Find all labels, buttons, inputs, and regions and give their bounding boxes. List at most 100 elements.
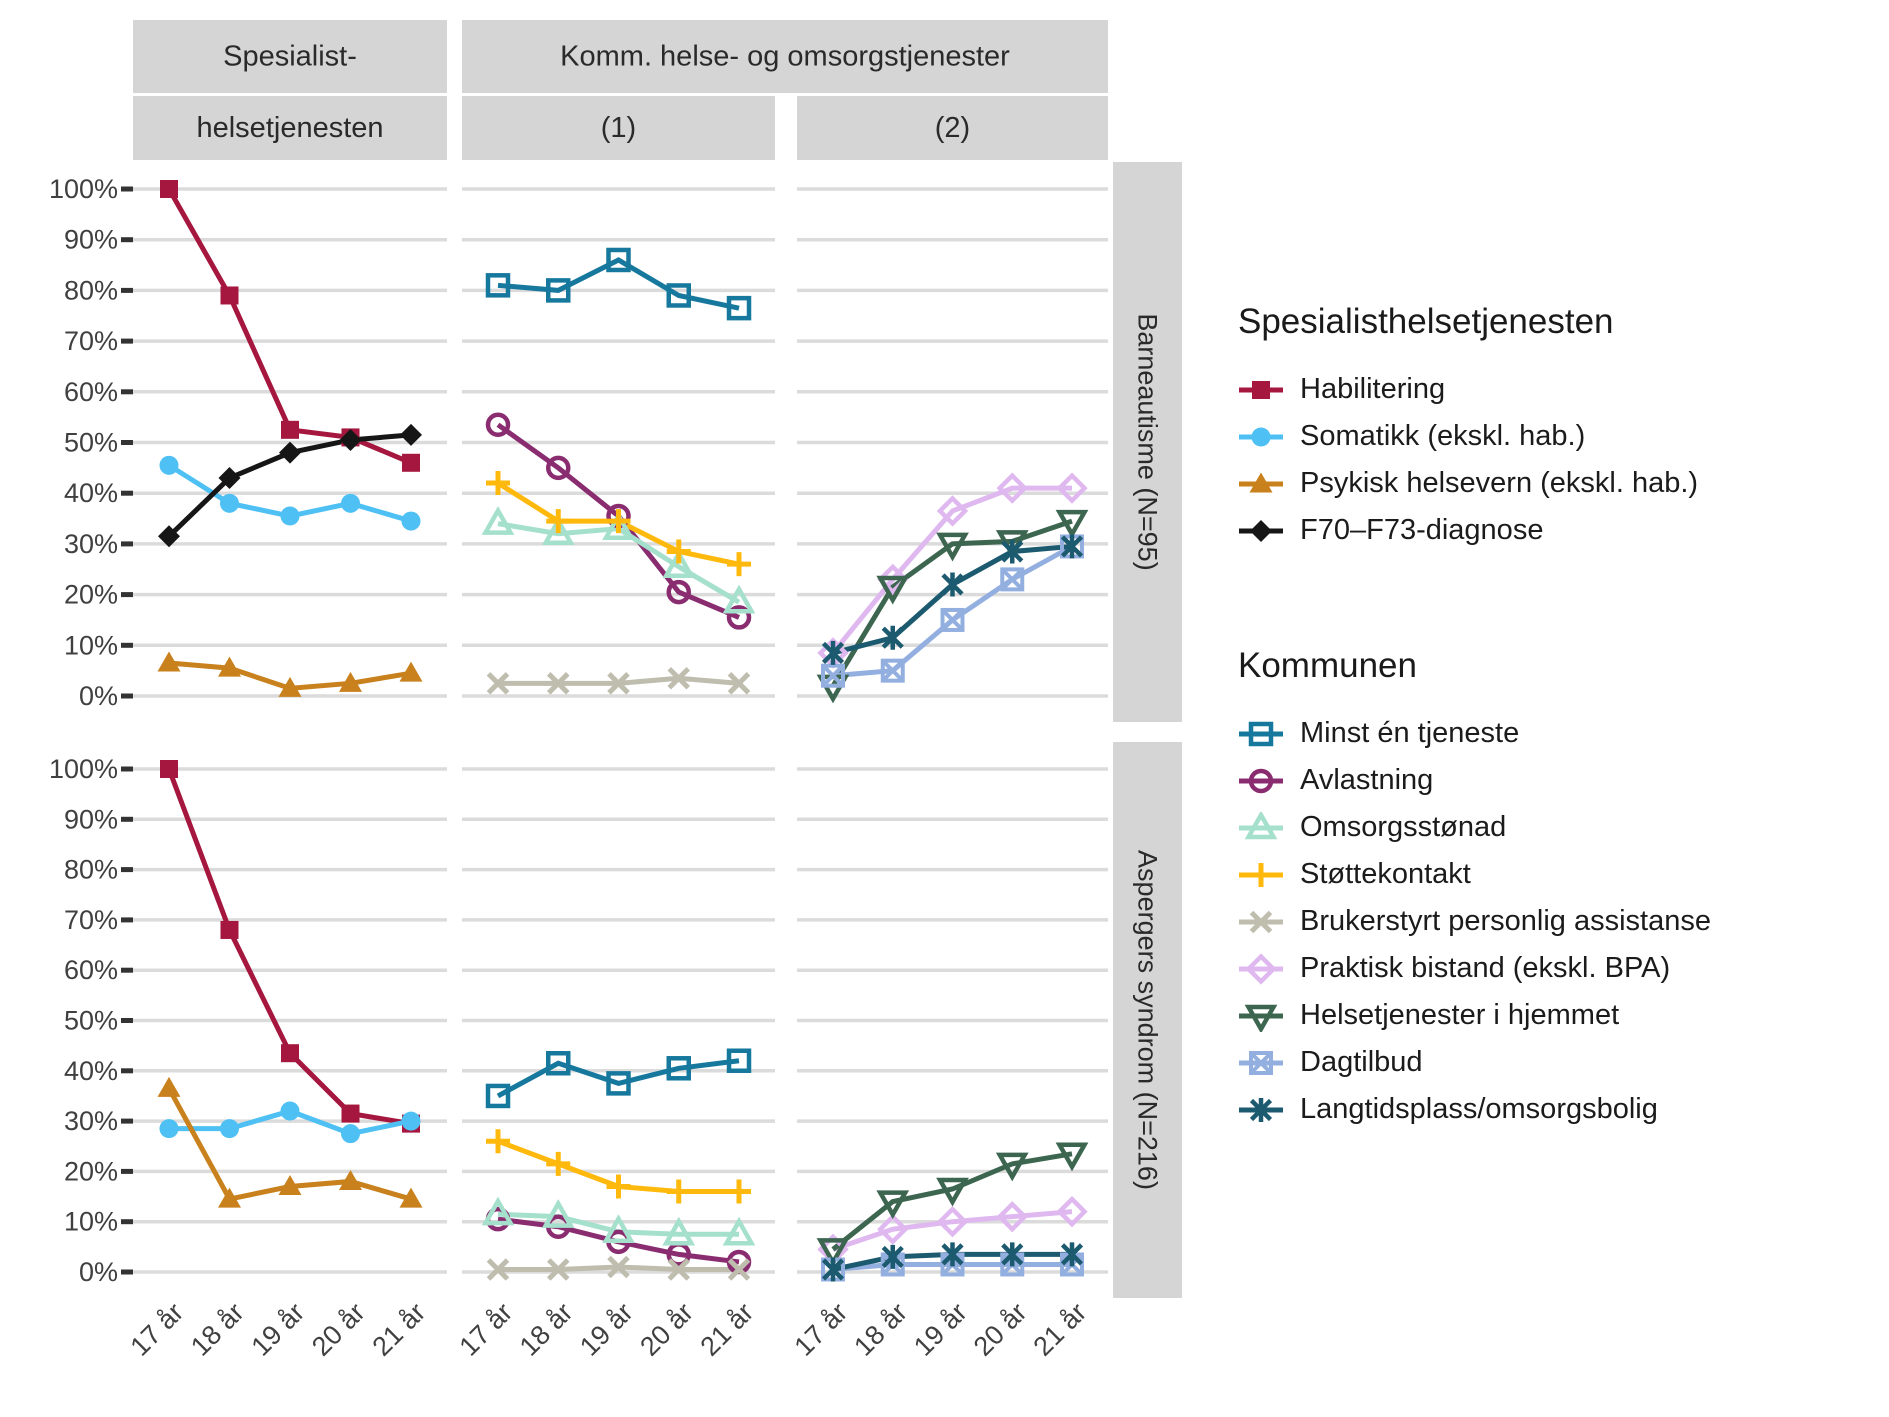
y-axis: 0% 10% 20% 30% 40% 50% 60% 70% 80% 90% 100% 0% 10% 20… [49, 174, 133, 1287]
legend-key-marker [1249, 472, 1273, 492]
legend-item-bpa: Brukerstyrt personlig assistanse [1238, 898, 1888, 945]
series-point-f70-barneautisme [400, 423, 422, 446]
series-point-bpa-aspergers [727, 1258, 751, 1281]
legend-item-omsorg: Omsorgsstønad [1238, 804, 1888, 851]
series-point-hjemme-barneautisme [876, 575, 910, 605]
circle-open-marker-icon [1239, 768, 1283, 793]
series-point-minst-barneautisme [546, 278, 571, 303]
facet-header-komm2: (2) [935, 112, 970, 144]
series-point-bpa-aspergers [667, 1258, 691, 1281]
series-point-avlastning-barneautisme [726, 605, 752, 630]
legend-item-label: Minst én tjeneste [1300, 717, 1520, 749]
facet-strip-row-aspergers [1113, 742, 1182, 1298]
series-point-psykisk-aspergers [399, 1187, 423, 1208]
x-tick-label: 18 år [185, 1297, 250, 1362]
series-markers [157, 180, 1089, 1282]
y-tick-label: 10% [64, 1207, 118, 1237]
series-point-f70-barneautisme [158, 525, 180, 548]
diamond-open-marker-icon [1239, 952, 1283, 985]
series-point-habilitering-barneautisme [281, 420, 299, 439]
series-point-omsorg-barneautisme [541, 516, 575, 546]
series-point-stotte-barneautisme [546, 509, 571, 534]
series-point-minst-aspergers [606, 1071, 631, 1096]
legend-item-label: Psykisk helsevern (ekskl. hab.) [1300, 467, 1699, 499]
asterisk-marker-icon [1239, 1097, 1283, 1122]
series-point-minst-barneautisme [606, 247, 631, 273]
series-point-bpa-barneautisme [607, 672, 630, 695]
series-line-langtid-barneautisme [832, 543, 1073, 656]
series-point-langtid-barneautisme [821, 640, 845, 665]
legend-key-marker [1248, 768, 1274, 793]
series-point-minst-aspergers [666, 1056, 691, 1081]
series-point-langtid-aspergers [881, 1244, 904, 1269]
series-point-somatikk-aspergers [401, 1111, 421, 1131]
x-tick-label: 18 år [848, 1297, 913, 1362]
legend-key-marker [1244, 811, 1278, 839]
series-point-omsorg-barneautisme [481, 506, 515, 535]
circle-marker-icon [1239, 427, 1283, 446]
series-point-somatikk-barneautisme [280, 506, 300, 526]
y-tick-label: 20% [64, 580, 118, 610]
series-point-bpa-aspergers [486, 1258, 510, 1281]
series-point-bpa-barneautisme [667, 666, 691, 690]
legend-item-list: Minst én tjeneste Avlastning Omsorgsstønad… [1238, 710, 1888, 1133]
facet-strips: Spesialist-helsetjenesten Komm. helse- og… [133, 20, 1182, 1298]
series-point-langtid-barneautisme [1060, 534, 1084, 559]
legend-item-list: Habilitering Somatikk (ekskl. hab.) Psykis… [1238, 366, 1888, 554]
legend-item-praktisk: Praktisk bistand (ekskl. BPA) [1238, 945, 1888, 992]
legend-item-label: Dagtilbud [1300, 1046, 1423, 1078]
series-point-somatikk-aspergers [159, 1119, 179, 1139]
facet-strip-komm1 [462, 96, 775, 160]
series-point-langtid-aspergers [821, 1257, 845, 1282]
series-point-praktisk-barneautisme [1056, 472, 1088, 504]
x-tick-label: 21 år [367, 1297, 432, 1362]
legend-group-title: Spesialisthelsetjenesten [1238, 302, 1614, 341]
y-tick-label: 80% [64, 855, 118, 885]
series-point-omsorg-barneautisme [662, 549, 696, 578]
series-point-minst-aspergers [485, 1083, 511, 1109]
series-point-omsorg-aspergers [662, 1216, 696, 1246]
legend-group-spesialisthelsetjenesten: Spesialisthelsetjenesten Habilitering Som… [1238, 302, 1888, 554]
series-line-omsorg-barneautisme [497, 521, 741, 605]
series-line-praktisk-aspergers [832, 1209, 1073, 1252]
legend-key-marker [1250, 519, 1272, 542]
legend-key-marker [1251, 427, 1271, 446]
facet-header-spesialist-line2: helsetjenesten [196, 112, 383, 144]
series-point-somatikk-aspergers [280, 1101, 300, 1121]
square-marker-icon [1239, 380, 1283, 399]
series-point-minst-aspergers [546, 1051, 571, 1076]
gridlines [133, 187, 1108, 1274]
series-point-stotte-barneautisme [666, 539, 691, 564]
series-point-dagtilbud-barneautisme [821, 663, 845, 688]
legend-item-somatikk: Somatikk (ekskl. hab.) [1238, 413, 1888, 460]
legend-item-label: Habilitering [1300, 373, 1446, 405]
series-point-omsorg-barneautisme [602, 511, 635, 540]
x-marker-icon [1239, 910, 1283, 933]
series-point-hjemme-aspergers [1055, 1142, 1089, 1172]
x-tick-label: 20 år [968, 1297, 1033, 1362]
series-point-habilitering-aspergers [220, 920, 239, 939]
series-point-langtid-aspergers [1060, 1242, 1084, 1267]
series-point-bpa-barneautisme [486, 672, 510, 695]
series-point-stotte-barneautisme [727, 552, 751, 577]
x-tick-label: 19 år [574, 1297, 639, 1362]
series-point-langtid-aspergers [1001, 1242, 1024, 1267]
y-tick-label: 0% [79, 1257, 118, 1287]
triangle-up-marker-icon [1239, 472, 1283, 492]
series-lines [166, 187, 1074, 1272]
series-point-omsorg-barneautisme [722, 584, 756, 614]
series-point-langtid-aspergers [941, 1242, 964, 1267]
series-point-stotte-barneautisme [486, 471, 510, 496]
series-point-f70-barneautisme [279, 441, 301, 464]
plus-marker-icon [1239, 862, 1283, 887]
facet-strip-spesialist-top [133, 20, 447, 93]
series-line-hjemme-barneautisme [830, 518, 1073, 688]
y-tick-label: 0% [79, 681, 118, 711]
series-point-minst-barneautisme [485, 273, 511, 298]
y-tick-label: 90% [64, 225, 118, 255]
x-tick-label: 21 år [695, 1297, 760, 1362]
series-point-omsorg-aspergers [541, 1199, 575, 1228]
series-point-stotte-aspergers [606, 1174, 631, 1199]
series-point-psykisk-aspergers [278, 1174, 302, 1195]
